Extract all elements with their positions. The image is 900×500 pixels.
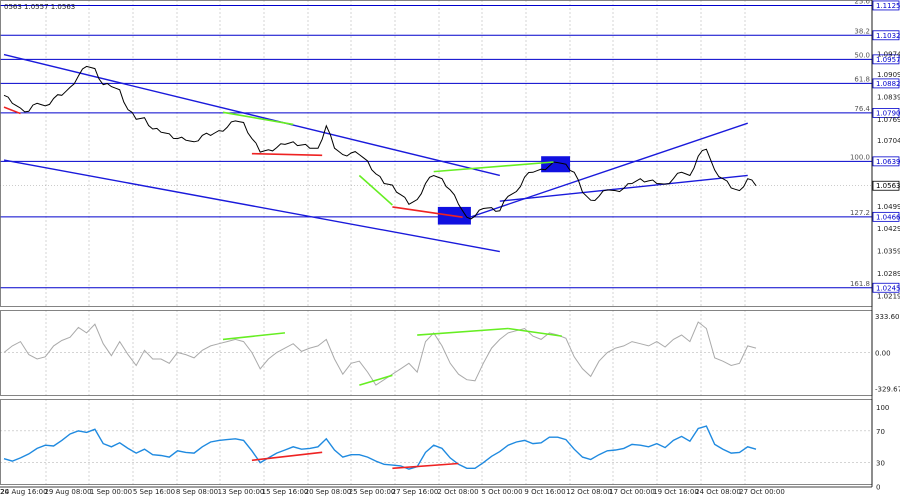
cci-bull-divergence-1	[417, 327, 509, 336]
fib-label-61.8: 61.8	[854, 75, 870, 83]
x-tick-label-2: 29 Aug 08:00	[44, 488, 91, 496]
bear-divergence-2	[392, 206, 463, 218]
fib-tag-box-100.0	[872, 156, 900, 167]
fib-tag-100.0: 1.0639	[876, 158, 900, 166]
divergence-lines	[3, 106, 554, 218]
trend-channels	[3, 53, 748, 253]
fib-label-100.0: 100.0	[850, 153, 870, 161]
fib-label-127.2: 127.2	[850, 209, 870, 217]
fib-tag-76.4: 1.0790	[876, 109, 900, 117]
x-tick-label-4: 5 Sep 16:00	[133, 488, 175, 496]
cci-bull-divergence-0	[222, 332, 286, 341]
x-tick-label-12: 5 Oct 00:00	[481, 488, 522, 496]
fib-label-23.6: 23.6	[854, 0, 870, 5]
cci-label-0: 333.6036	[875, 313, 900, 321]
rsi-label-1: 70	[876, 428, 885, 436]
fib-tag-38.2: 1.1032	[876, 32, 900, 40]
x-tick-label-3: 1 Sep 00:00	[90, 488, 132, 496]
bull-divergence-1	[433, 161, 554, 173]
price-label-1: 1.0909	[877, 71, 900, 79]
rsi-bear-divergence-0	[251, 451, 323, 462]
x-tick-label-16: 19 Oct 16:00	[653, 488, 699, 496]
bear-divergence-1	[251, 152, 323, 157]
bear-divergence-0	[3, 106, 21, 115]
channel-line-0	[3, 53, 500, 177]
price-label-6: 1.0429	[877, 225, 900, 233]
cci-label-2: -329.675	[875, 385, 900, 393]
channel-line-1	[3, 159, 500, 253]
fib-label-161.8: 161.8	[850, 280, 870, 288]
fib-tag-box-38.2	[872, 30, 900, 41]
x-tick-label-13: 9 Oct 16:00	[524, 488, 565, 496]
price-line	[3, 65, 757, 220]
rsi-bear-divergence-1	[392, 462, 459, 470]
current-price-tag-box	[872, 180, 900, 191]
x-tick-label-14: 12 Oct 08:00	[566, 488, 612, 496]
channel-line-2	[470, 122, 748, 218]
cci-label-1: 0.00	[875, 349, 891, 357]
fib-tag-23.6: 1.1125	[876, 2, 900, 10]
x-tick-label-11: 2 Oct 08:00	[437, 488, 478, 496]
x-tick-label-9: 25 Sep 00:00	[349, 488, 396, 496]
fib-tag-box-161.8	[872, 282, 900, 293]
fib-label-76.4: 76.4	[854, 105, 870, 113]
fib-tag-61.8: 1.0882	[876, 80, 900, 88]
rsi-line	[3, 425, 757, 470]
cci-bull-divergence-3	[359, 374, 393, 386]
price-series	[3, 65, 757, 220]
fib-label-38.2: 38.2	[854, 27, 870, 35]
cci-pane: 333.6036 0.00 -329.675	[0, 313, 900, 393]
x-tick-label-1: 24 Aug 16:00	[0, 488, 47, 496]
price-label-7: 1.0359	[877, 248, 900, 256]
rsi-label-0: 100	[876, 404, 889, 412]
x-tick-label-7: 15 Sep 16:00	[262, 488, 309, 496]
bull-divergence-0	[222, 111, 294, 126]
fib-tag-box-61.8	[872, 78, 900, 89]
current-price-tag: 1.0563	[876, 182, 900, 190]
price-label-2: 1.0839	[877, 94, 900, 102]
cci-bull-divergence-2	[507, 327, 562, 337]
cci-line	[3, 321, 757, 386]
x-tick-label-17: 24 Oct 08:00	[695, 488, 741, 496]
price-label-5: 1.0499	[877, 203, 900, 211]
x-tick-label-18: 27 Oct 00:00	[739, 488, 785, 496]
x-tick-label-5: 8 Sep 08:00	[176, 488, 218, 496]
bull-segment-0	[358, 174, 393, 206]
fibonacci-levels: 23.6 1.1125 38.2 1.1032 50.0 1.0957 61.8 1.0882…	[0, 0, 900, 293]
x-tick-label-10: 27 Sep 16:00	[392, 488, 439, 496]
rsi-label-2: 30	[876, 460, 885, 468]
header-text: 0563 1.0557 1.0563	[4, 3, 75, 11]
fib-tag-box-76.4	[872, 108, 900, 118]
price-label-8: 1.0289	[877, 270, 900, 278]
x-tick-label-15: 17 Oct 00:00	[609, 488, 655, 496]
x-tick-label-6: 13 Sep 00:00	[218, 488, 265, 496]
price-label-0: 1.0974	[877, 50, 900, 58]
fib-tag-box-127.2	[872, 211, 900, 222]
rsi-pane: 100 70 30 0	[0, 404, 889, 492]
fib-tag-161.8: 1.0245	[876, 284, 900, 292]
x-tick-label-8: 20 Sep 08:00	[305, 488, 352, 496]
rsi-label-3: 0	[876, 484, 880, 492]
fib-tag-127.2: 1.0466	[876, 213, 900, 221]
price-label-3: 1.0769	[877, 116, 900, 124]
fib-tag-box-50.0	[872, 54, 900, 65]
price-label-4: 1.0704	[877, 137, 900, 145]
highlight-box-1	[541, 156, 571, 173]
fib-tag-box-23.6	[872, 0, 900, 11]
x-tick-label-0: 20	[0, 488, 9, 496]
fib-tag-50.0: 1.0957	[876, 56, 900, 64]
panel-frame	[0, 0, 873, 488]
fib-label-50.0: 50.0	[854, 51, 870, 59]
price-label-9: 1.0219	[877, 293, 900, 301]
